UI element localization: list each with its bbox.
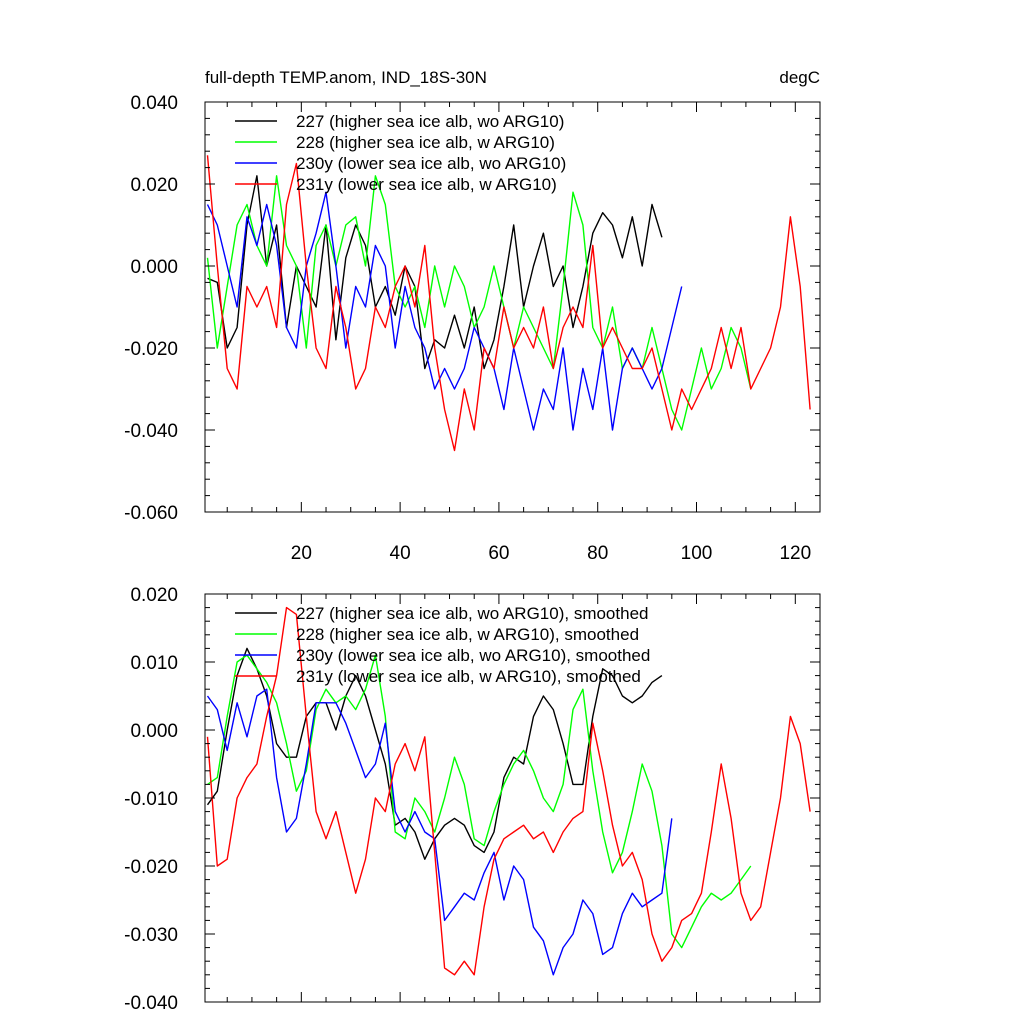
bottom-series-lines: [206, 606, 811, 976]
bottom-series-line-3: [206, 606, 811, 976]
bottom-ytick-label: -0.010: [124, 789, 178, 810]
bottom-panel: -0.040-0.030-0.020-0.0100.0000.0100.020 …: [124, 585, 821, 1014]
top-xtick-label: 40: [390, 543, 411, 564]
top-panel: full-depth TEMP.anom, IND_18S-30N degC -…: [124, 68, 821, 564]
top-xtick-label: 60: [488, 543, 509, 564]
top-series-line-1: [206, 175, 752, 431]
top-xtick-label: 100: [681, 543, 713, 564]
bottom-legend-label-0: 227 (higher sea ice alb, wo ARG10), smoo…: [296, 604, 648, 623]
bottom-ytick-label: -0.030: [124, 925, 178, 946]
top-legend-label-0: 227 (higher sea ice alb, wo ARG10): [296, 112, 564, 131]
top-ytick-label: 0.000: [130, 257, 178, 278]
top-plot-frame: [204, 101, 821, 513]
top-legend-label-3: 231y (lower sea ice alb, w ARG10): [296, 175, 557, 194]
top-series-line-3: [206, 155, 811, 452]
bottom-series-line-1: [207, 654, 752, 949]
top-legend-label-1: 228 (higher sea ice alb, w ARG10): [296, 133, 555, 152]
bottom-legend: 227 (higher sea ice alb, wo ARG10), smoo…: [235, 604, 650, 686]
top-series-line-2: [206, 191, 683, 431]
top-series-line-0: [207, 175, 663, 370]
bottom-axes: -0.040 -0.030 -0.020 -0.010 0.000 0.010 0.020: [124, 585, 820, 1014]
bottom-ytick-label: 0.020: [130, 585, 178, 606]
top-panel-title: full-depth TEMP.anom, IND_18S-30N: [205, 68, 487, 87]
top-axes: -0.060 -0.040 -0.020 0.000 0.020 0.040 20 40 60 8…: [124, 93, 820, 564]
bottom-legend-label-3: 231y (lower sea ice alb, w ARG10), smoot…: [296, 667, 641, 686]
bottom-legend-label-1: 228 (higher sea ice alb, w ARG10), smoot…: [296, 625, 639, 644]
bottom-series-line-2: [206, 688, 673, 976]
bottom-ytick-label: -0.040: [124, 993, 178, 1014]
top-series-lines: [206, 155, 811, 452]
top-panel-units: degC: [779, 68, 820, 87]
bottom-ytick-label: 0.000: [130, 721, 178, 742]
top-legend: 227 (higher sea ice alb, wo ARG10) 228 (h…: [235, 112, 566, 194]
top-xtick-label: 120: [779, 543, 811, 564]
top-xtick-label: 20: [291, 543, 312, 564]
top-ytick-label: -0.060: [124, 503, 178, 524]
top-xtick-label: 80: [587, 543, 608, 564]
top-legend-label-2: 230y (lower sea ice alb, wo ARG10): [296, 154, 566, 173]
top-ytick-label: -0.020: [124, 339, 178, 360]
top-ytick-label: 0.040: [130, 93, 178, 114]
bottom-ytick-label: -0.020: [124, 857, 178, 878]
bottom-ytick-label: 0.010: [130, 653, 178, 674]
bottom-legend-label-2: 230y (lower sea ice alb, wo ARG10), smoo…: [296, 646, 650, 665]
top-ytick-label: -0.040: [124, 421, 178, 442]
top-ytick-label: 0.020: [130, 175, 178, 196]
